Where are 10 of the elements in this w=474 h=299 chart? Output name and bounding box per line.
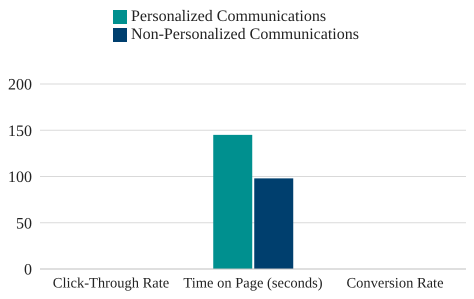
legend-label: Non-Personalized Communications bbox=[131, 26, 359, 43]
y-tick-label: 200 bbox=[8, 76, 32, 94]
x-tick-label: Conversion Rate bbox=[346, 275, 444, 292]
legend-label: Personalized Communications bbox=[131, 8, 326, 25]
x-tick-label: Time on Page (seconds) bbox=[183, 275, 323, 292]
y-tick-label: 0 bbox=[24, 262, 32, 279]
y-tick-label: 50 bbox=[16, 215, 32, 232]
y-tick-label: 100 bbox=[8, 169, 32, 186]
y-tick-label: 150 bbox=[8, 122, 32, 140]
x-tick-label: Click-Through Rate bbox=[52, 275, 170, 292]
